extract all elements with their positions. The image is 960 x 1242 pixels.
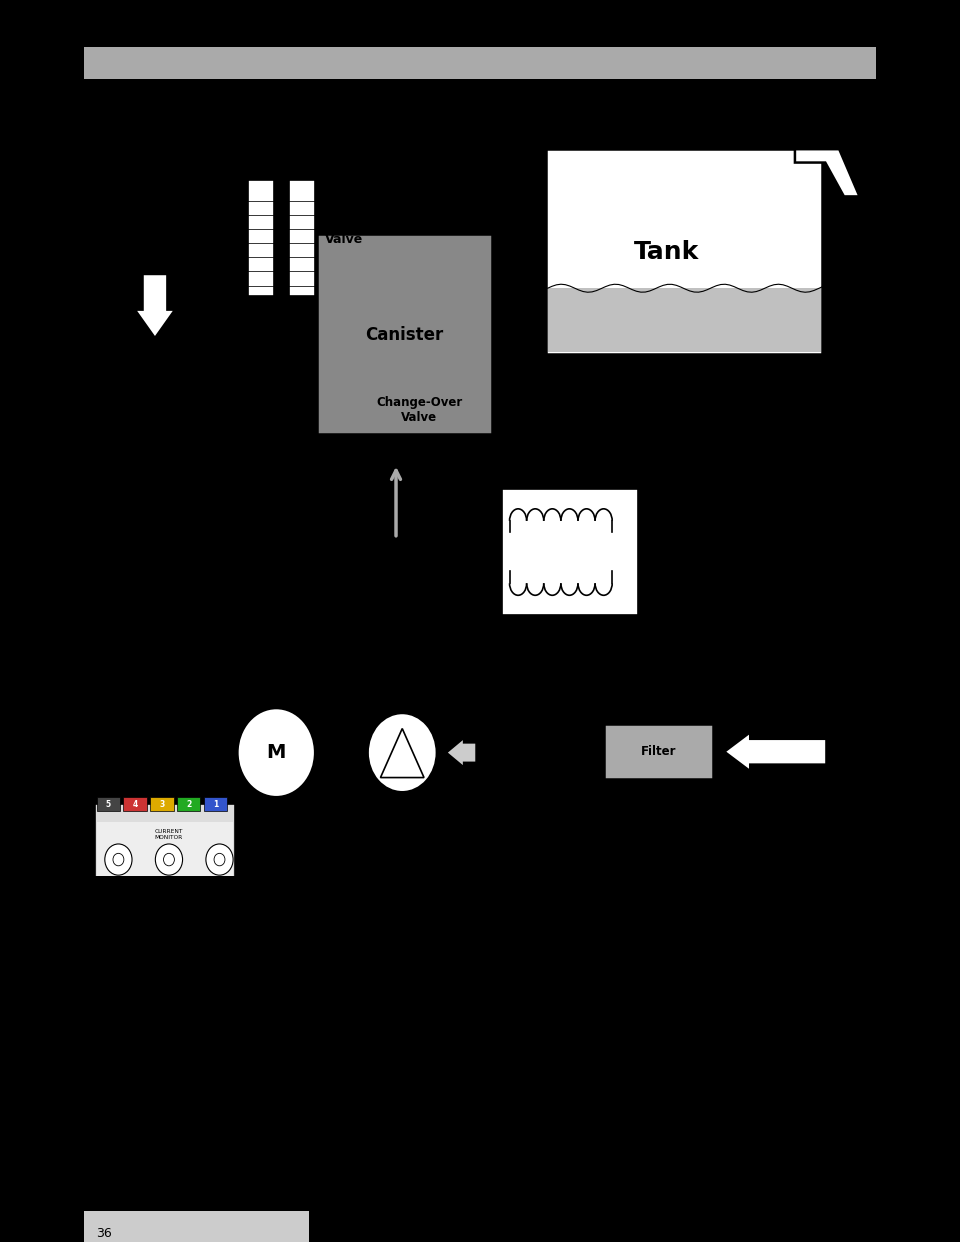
- Bar: [502, 489, 637, 615]
- Text: The ECM energizes the Change Over Valve allowing the pressurized air to enter th: The ECM energizes the Change Over Valve …: [105, 130, 632, 140]
- Bar: [546, 149, 822, 354]
- Text: Purge
Valve: Purge Valve: [324, 219, 366, 246]
- Text: 36: 36: [96, 1227, 112, 1241]
- Bar: [547, 288, 821, 353]
- Bar: [95, 805, 235, 909]
- Text: 5: 5: [106, 800, 110, 809]
- Text: +: +: [288, 438, 303, 457]
- Bar: [84, 1211, 309, 1242]
- Text: CURRENT
MONITOR: CURRENT MONITOR: [155, 830, 183, 840]
- Circle shape: [237, 708, 315, 797]
- Text: Change-Over
Valve: Change-Over Valve: [376, 396, 463, 425]
- Text: 4: 4: [132, 800, 137, 809]
- Circle shape: [156, 845, 182, 876]
- FancyArrow shape: [725, 733, 826, 770]
- Bar: [226, 564, 236, 601]
- Text: 0.5mm
Reference
Orifice: 0.5mm Reference Orifice: [113, 566, 163, 600]
- Text: Once the test is concluded, the ECM stops the pump motor and immediately de-ener: Once the test is concluded, the ECM stop…: [105, 883, 619, 893]
- Polygon shape: [795, 149, 859, 196]
- Text: Engine: Engine: [97, 348, 151, 361]
- Text: 2: 2: [186, 800, 191, 809]
- Bar: [97, 822, 232, 900]
- Text: the change over valve. This allows the stored pressure to vent thorough the char: the change over valve. This allows the s…: [105, 915, 619, 925]
- Bar: [214, 564, 225, 601]
- Text: ister trapping  hydrocarbon vapor and venting air to atmosphere through the filt: ister trapping hydrocarbon vapor and ven…: [105, 946, 579, 956]
- Text: M: M: [267, 743, 286, 763]
- Bar: [204, 797, 228, 811]
- Bar: [124, 797, 147, 811]
- Bar: [97, 797, 120, 811]
- Text: 3: 3: [159, 800, 164, 809]
- Bar: [605, 724, 713, 779]
- Text: with the stored reference measurement over a duration of time.: with the stored reference measurement ov…: [105, 194, 471, 204]
- Text: Canister: Canister: [365, 325, 443, 344]
- Circle shape: [214, 853, 225, 866]
- Text: Electric
Motor LDP: Electric Motor LDP: [645, 530, 714, 558]
- Text: +: +: [521, 438, 537, 457]
- FancyArrow shape: [446, 738, 476, 766]
- Bar: [151, 797, 174, 811]
- Text: Pump: Pump: [386, 806, 419, 818]
- Text: Fresh Air: Fresh Air: [711, 786, 774, 800]
- Circle shape: [368, 713, 437, 792]
- Circle shape: [105, 845, 132, 876]
- Bar: [249, 180, 274, 297]
- Bar: [84, 47, 876, 79]
- Text: 1: 1: [213, 800, 218, 809]
- Text: Throttle
Plate: Throttle Plate: [97, 152, 151, 180]
- Text: Tank: Tank: [634, 240, 699, 263]
- Circle shape: [163, 853, 175, 866]
- Bar: [290, 180, 315, 297]
- Text: tem through the Charcoal Canister,  The ECM monitors the current flow and compar: tem through the Charcoal Canister, The E…: [105, 161, 608, 171]
- Bar: [317, 233, 492, 435]
- Circle shape: [205, 845, 233, 876]
- Text: Filter: Filter: [641, 745, 677, 758]
- Bar: [196, 441, 753, 851]
- Text: PHASE 2 -  LEAK DETECTION: PHASE 2 - LEAK DETECTION: [105, 96, 324, 109]
- Circle shape: [113, 853, 124, 866]
- Bar: [178, 797, 201, 811]
- FancyArrow shape: [134, 274, 175, 338]
